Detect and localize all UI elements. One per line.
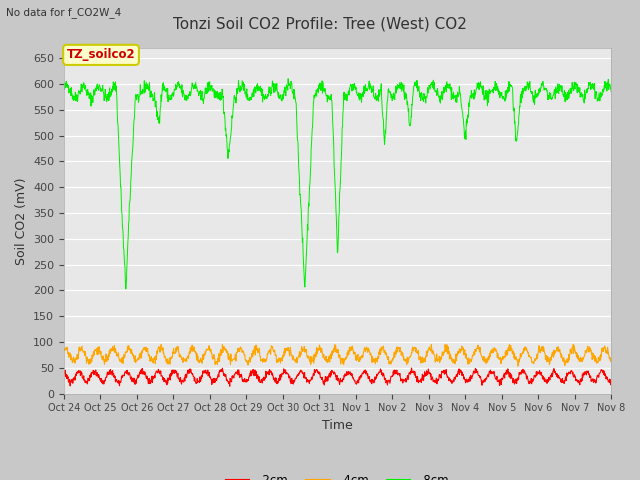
Line: -8cm: -8cm bbox=[64, 79, 611, 289]
-2cm bbox=[292, 374, 300, 380]
-2cm bbox=[372, 375, 380, 381]
Text: No data for f_CO2W_4: No data for f_CO2W_4 bbox=[6, 7, 122, 18]
-2cm bbox=[125, 371, 132, 377]
-2cm bbox=[314, 370, 321, 375]
Line: -4cm: -4cm bbox=[64, 345, 611, 366]
-4cm bbox=[125, 343, 132, 348]
Y-axis label: Soil CO2 (mV): Soil CO2 (mV) bbox=[15, 177, 28, 264]
-8cm bbox=[60, 85, 68, 91]
-2cm bbox=[607, 380, 615, 386]
X-axis label: Time: Time bbox=[322, 419, 353, 432]
Text: TZ_soilco2: TZ_soilco2 bbox=[67, 48, 136, 61]
-2cm bbox=[60, 372, 68, 378]
-8cm bbox=[102, 95, 110, 101]
-8cm bbox=[284, 76, 292, 82]
-8cm bbox=[607, 89, 615, 95]
-4cm bbox=[515, 363, 522, 369]
-8cm bbox=[314, 85, 322, 91]
-2cm bbox=[304, 379, 312, 384]
-4cm bbox=[60, 345, 68, 351]
-8cm bbox=[372, 97, 380, 103]
-4cm bbox=[304, 354, 312, 360]
-4cm bbox=[314, 348, 321, 354]
-8cm bbox=[305, 208, 312, 214]
Legend: -2cm, -4cm, -8cm: -2cm, -4cm, -8cm bbox=[221, 469, 454, 480]
-8cm bbox=[293, 124, 301, 130]
-4cm bbox=[157, 342, 165, 348]
-2cm bbox=[102, 374, 110, 380]
-2cm bbox=[226, 384, 234, 389]
-4cm bbox=[372, 355, 380, 361]
-2cm bbox=[408, 365, 415, 371]
Line: -2cm: -2cm bbox=[64, 368, 611, 386]
-8cm bbox=[122, 286, 129, 292]
-4cm bbox=[102, 357, 110, 362]
-8cm bbox=[125, 218, 133, 224]
-4cm bbox=[607, 358, 615, 363]
-4cm bbox=[292, 354, 300, 360]
Text: Tonzi Soil CO2 Profile: Tree (West) CO2: Tonzi Soil CO2 Profile: Tree (West) CO2 bbox=[173, 17, 467, 32]
